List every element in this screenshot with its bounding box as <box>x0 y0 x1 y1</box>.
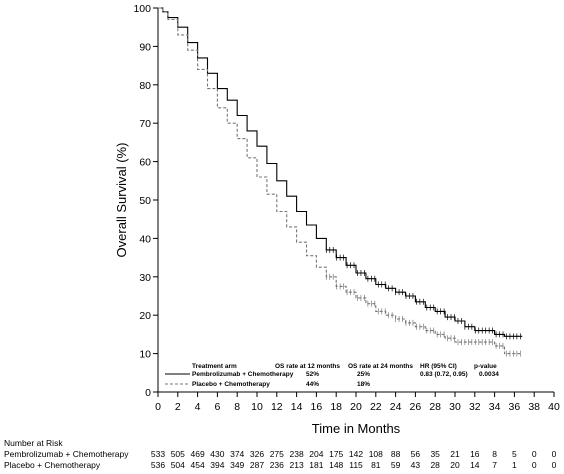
risk-value: 148 <box>329 460 343 470</box>
y-axis-title: Overall Survival (%) <box>114 143 129 258</box>
x-tick-label: 6 <box>214 401 220 413</box>
legend-hr: 0.83 (0.72, 0.95) <box>420 371 468 378</box>
risk-value: 505 <box>171 449 185 459</box>
x-tick-label: 24 <box>390 401 402 413</box>
risk-value: 0 <box>532 449 537 459</box>
x-tick-label: 8 <box>234 401 240 413</box>
x-tick-label: 38 <box>528 401 540 413</box>
risk-value: 275 <box>270 449 284 459</box>
risk-value: 56 <box>411 449 421 459</box>
legend-header: p-value <box>474 363 497 370</box>
risk-value: 533 <box>151 449 165 459</box>
risk-value: 504 <box>171 460 185 470</box>
y-tick-label: 40 <box>139 233 151 245</box>
risk-value: 1 <box>512 460 517 470</box>
y-tick-label: 100 <box>133 3 151 15</box>
risk-value: 81 <box>371 460 381 470</box>
risk-value: 142 <box>349 449 363 459</box>
risk-value: 14 <box>470 460 480 470</box>
risk-value: 16 <box>470 449 480 459</box>
risk-value: 236 <box>270 460 284 470</box>
risk-value: 5 <box>512 449 517 459</box>
x-tick-label: 32 <box>469 401 481 413</box>
legend-header: HR (95% CI) <box>420 363 457 370</box>
x-tick-label: 12 <box>271 401 283 413</box>
x-tick-label: 10 <box>251 401 263 413</box>
risk-value: 88 <box>391 449 401 459</box>
x-tick-label: 16 <box>311 401 323 413</box>
risk-value: 21 <box>450 449 460 459</box>
risk-value: 8 <box>492 449 497 459</box>
x-tick-label: 40 <box>548 401 560 413</box>
risk-value: 175 <box>329 449 343 459</box>
x-tick-label: 34 <box>489 401 501 413</box>
x-tick-label: 28 <box>429 401 441 413</box>
risk-value: 115 <box>349 460 363 470</box>
risk-value: 469 <box>191 449 205 459</box>
risk-value: 349 <box>230 460 244 470</box>
y-tick-label: 10 <box>139 349 151 361</box>
legend-p: 0.0034 <box>479 371 499 378</box>
legend-header: OS rate at 24 months <box>348 363 413 370</box>
y-tick-label: 20 <box>139 310 151 322</box>
legend-header: Treatment arm <box>192 363 237 370</box>
risk-value: 20 <box>450 460 460 470</box>
y-tick-label: 80 <box>139 80 151 92</box>
risk-value: 0 <box>552 460 557 470</box>
risk-value: 430 <box>210 449 224 459</box>
legend-header: OS rate at 12 months <box>275 363 340 370</box>
x-tick-label: 26 <box>410 401 422 413</box>
legend-arm: Placebo + Chemotherapy <box>192 381 270 388</box>
legend-os12: 44% <box>306 381 319 388</box>
x-tick-label: 18 <box>330 401 342 413</box>
risk-value: 287 <box>250 460 264 470</box>
risk-value: 28 <box>430 460 440 470</box>
x-axis-title: Time in Months <box>312 421 401 436</box>
y-tick-label: 90 <box>139 41 151 53</box>
x-tick-label: 22 <box>370 401 382 413</box>
risk-value: 326 <box>250 449 264 459</box>
risk-row-label: Pembrolizumab + Chemotherapy <box>4 449 129 459</box>
y-tick-label: 0 <box>145 387 151 399</box>
y-tick-label: 70 <box>139 118 151 130</box>
y-tick-label: 50 <box>139 195 151 207</box>
risk-value: 0 <box>552 449 557 459</box>
x-tick-label: 4 <box>195 401 201 413</box>
x-tick-label: 20 <box>350 401 362 413</box>
chart-series <box>158 7 523 357</box>
y-tick-label: 60 <box>139 157 151 169</box>
legend-os24: 25% <box>357 371 370 378</box>
x-tick-label: 0 <box>155 401 161 413</box>
series-line-placebo <box>158 7 523 355</box>
risk-value: 59 <box>391 460 401 470</box>
x-tick-label: 2 <box>175 401 181 413</box>
risk-value: 238 <box>290 449 304 459</box>
series-line-pembrolizumab <box>158 7 523 337</box>
risk-value: 374 <box>230 449 244 459</box>
risk-value: 536 <box>151 460 165 470</box>
risk-value: 0 <box>532 460 537 470</box>
risk-value: 454 <box>191 460 205 470</box>
risk-value: 394 <box>210 460 224 470</box>
x-tick-label: 30 <box>449 401 461 413</box>
legend-arm: Pembrolizumab + Chemotherapy <box>192 371 294 378</box>
chart-legend: Treatment arm OS rate at 12 months OS rate… <box>165 363 499 388</box>
risk-table-title: Number at Risk <box>4 438 63 448</box>
risk-value: 213 <box>290 460 304 470</box>
risk-value: 35 <box>430 449 440 459</box>
risk-value: 7 <box>492 460 497 470</box>
risk-value: 204 <box>309 449 323 459</box>
legend-os24: 18% <box>357 381 370 388</box>
risk-row-label: Placebo + Chemotherapy <box>4 460 101 470</box>
y-tick-label: 30 <box>139 272 151 284</box>
x-tick-label: 14 <box>291 401 303 413</box>
risk-value: 43 <box>411 460 421 470</box>
x-tick-label: 36 <box>509 401 521 413</box>
legend-os12: 52% <box>306 371 319 378</box>
risk-value: 108 <box>369 449 383 459</box>
risk-value: 181 <box>309 460 323 470</box>
